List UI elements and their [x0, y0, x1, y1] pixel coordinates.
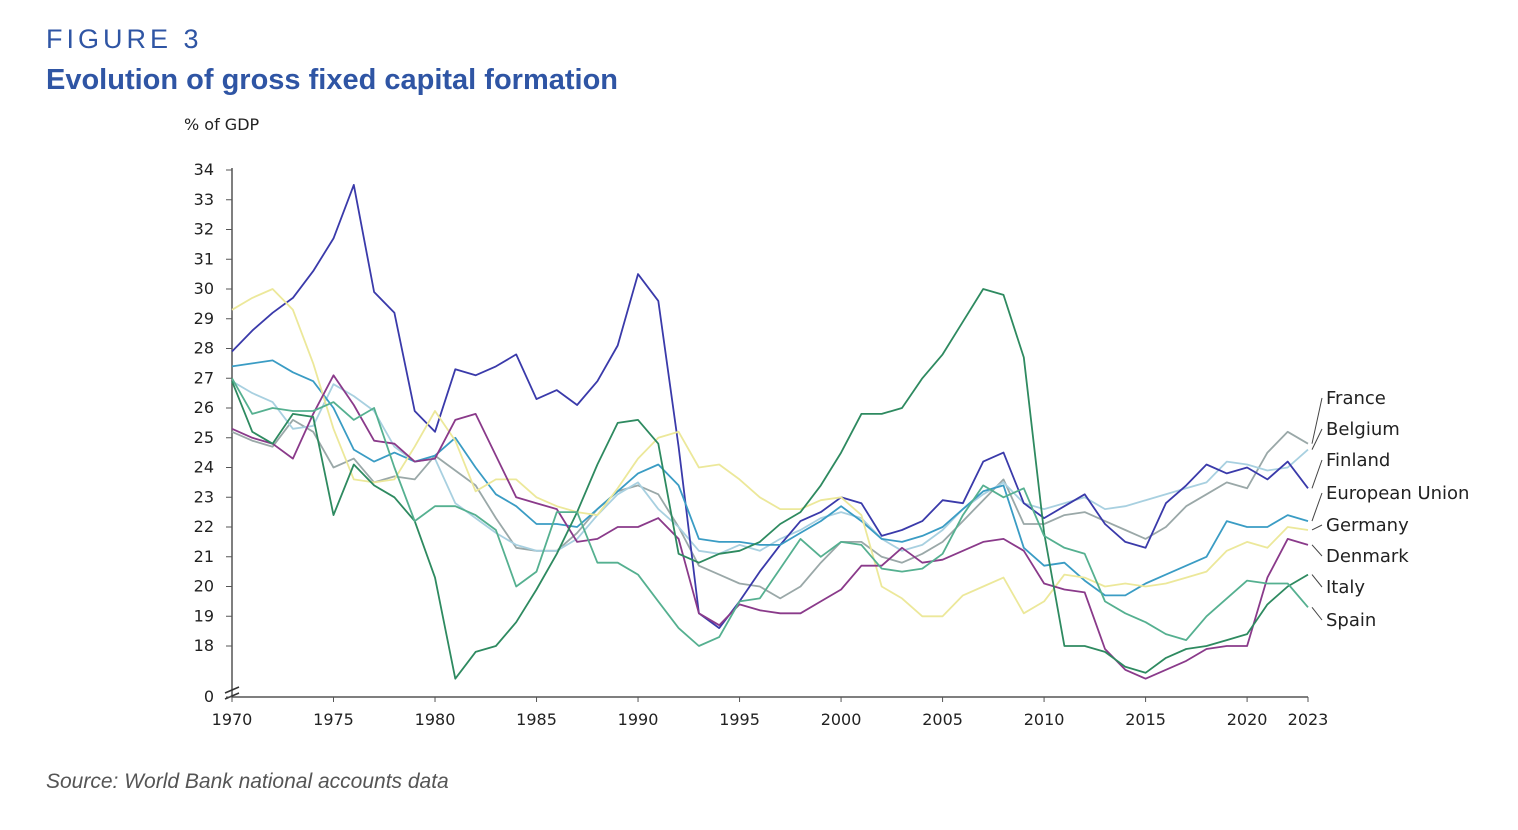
- series-line-germany: [231, 288, 1309, 618]
- series-line-france: [231, 418, 1309, 600]
- leader-line-finland: [1311, 459, 1323, 489]
- y-tick-label: 34: [194, 160, 214, 179]
- y-tick-label: 22: [194, 517, 214, 536]
- x-ticks: 1970 1975 1980 1985 1990 1995 2000 2005 2010 2015…: [212, 697, 1329, 729]
- legend: France Belgium Finland European Union German…: [1311, 388, 1469, 631]
- y-tick-label: 28: [194, 339, 214, 358]
- y-tick-label: 21: [194, 547, 214, 566]
- leader-line-european-union: [1311, 492, 1323, 522]
- axis-break-mark: [224, 686, 240, 700]
- legend-label-european-union: European Union: [1326, 483, 1469, 504]
- y-tick-label: 26: [194, 398, 214, 417]
- legend-label-denmark: Denmark: [1326, 546, 1409, 567]
- legend-label-italy: Italy: [1326, 577, 1365, 598]
- y-tick-label: 20: [194, 577, 214, 596]
- y-tick-label: 27: [194, 368, 214, 387]
- y-tick-label: 31: [194, 249, 214, 268]
- x-tick-label: 1980: [415, 710, 456, 729]
- x-tick-label: 2010: [1024, 710, 1065, 729]
- x-tick-label: 1995: [719, 710, 760, 729]
- leader-line-france: [1311, 397, 1323, 444]
- series-line-italy: [231, 288, 1309, 680]
- x-tick-label: 2015: [1125, 710, 1166, 729]
- y-tick-label: 33: [194, 190, 214, 209]
- leader-line-italy: [1311, 574, 1323, 588]
- y-tick-label: 24: [194, 458, 214, 477]
- series-line-spain: [231, 377, 1309, 647]
- series-line-european-union: [231, 359, 1309, 597]
- figure-title: Evolution of gross fixed capital formati…: [46, 64, 618, 96]
- legend-label-finland: Finland: [1326, 450, 1390, 471]
- x-tick-label: 2000: [821, 710, 862, 729]
- legend-label-germany: Germany: [1326, 515, 1409, 536]
- series-line-finland: [231, 183, 1309, 629]
- leader-line-belgium: [1311, 428, 1323, 450]
- series-lines: [231, 183, 1309, 680]
- x-tick-label: 2005: [922, 710, 963, 729]
- y-tick-label: 29: [194, 309, 214, 328]
- y-tick-label: 25: [194, 428, 214, 447]
- x-tick-label: 1970: [212, 710, 253, 729]
- y-tick-label: 30: [194, 279, 214, 298]
- legend-label-spain: Spain: [1326, 610, 1376, 631]
- y-tick-label: 0: [204, 687, 214, 706]
- source-note: Source: World Bank national accounts dat…: [46, 770, 449, 793]
- y-tick-label: 23: [194, 487, 214, 506]
- series-line-belgium: [231, 380, 1309, 555]
- y-ticks: 0 18 19 20 21 22 23 24 25 26 27 28 29 30 31 32 33 34: [194, 160, 232, 706]
- figure-label: FIGURE 3: [46, 24, 203, 54]
- y-tick-label: 32: [194, 220, 214, 239]
- x-tick-label: 1985: [516, 710, 557, 729]
- y-tick-label: 19: [194, 606, 214, 625]
- legend-label-belgium: Belgium: [1326, 419, 1400, 440]
- x-tick-label: 1975: [313, 710, 354, 729]
- x-tick-label: 2020: [1227, 710, 1268, 729]
- leader-line-spain: [1311, 607, 1323, 621]
- y-axis-label: % of GDP: [184, 115, 260, 134]
- x-tick-label: 1990: [618, 710, 659, 729]
- y-tick-label: 18: [194, 636, 214, 655]
- legend-label-france: France: [1326, 388, 1386, 409]
- leader-line-denmark: [1311, 544, 1323, 557]
- leader-line-germany: [1311, 524, 1323, 531]
- series-line-denmark: [231, 374, 1309, 680]
- line-chart: % of GDP 0 18 19 20 21 22 23 24 25 26 27 28 29 30 31 32…: [184, 115, 1469, 729]
- x-tick-label: 2023: [1288, 710, 1329, 729]
